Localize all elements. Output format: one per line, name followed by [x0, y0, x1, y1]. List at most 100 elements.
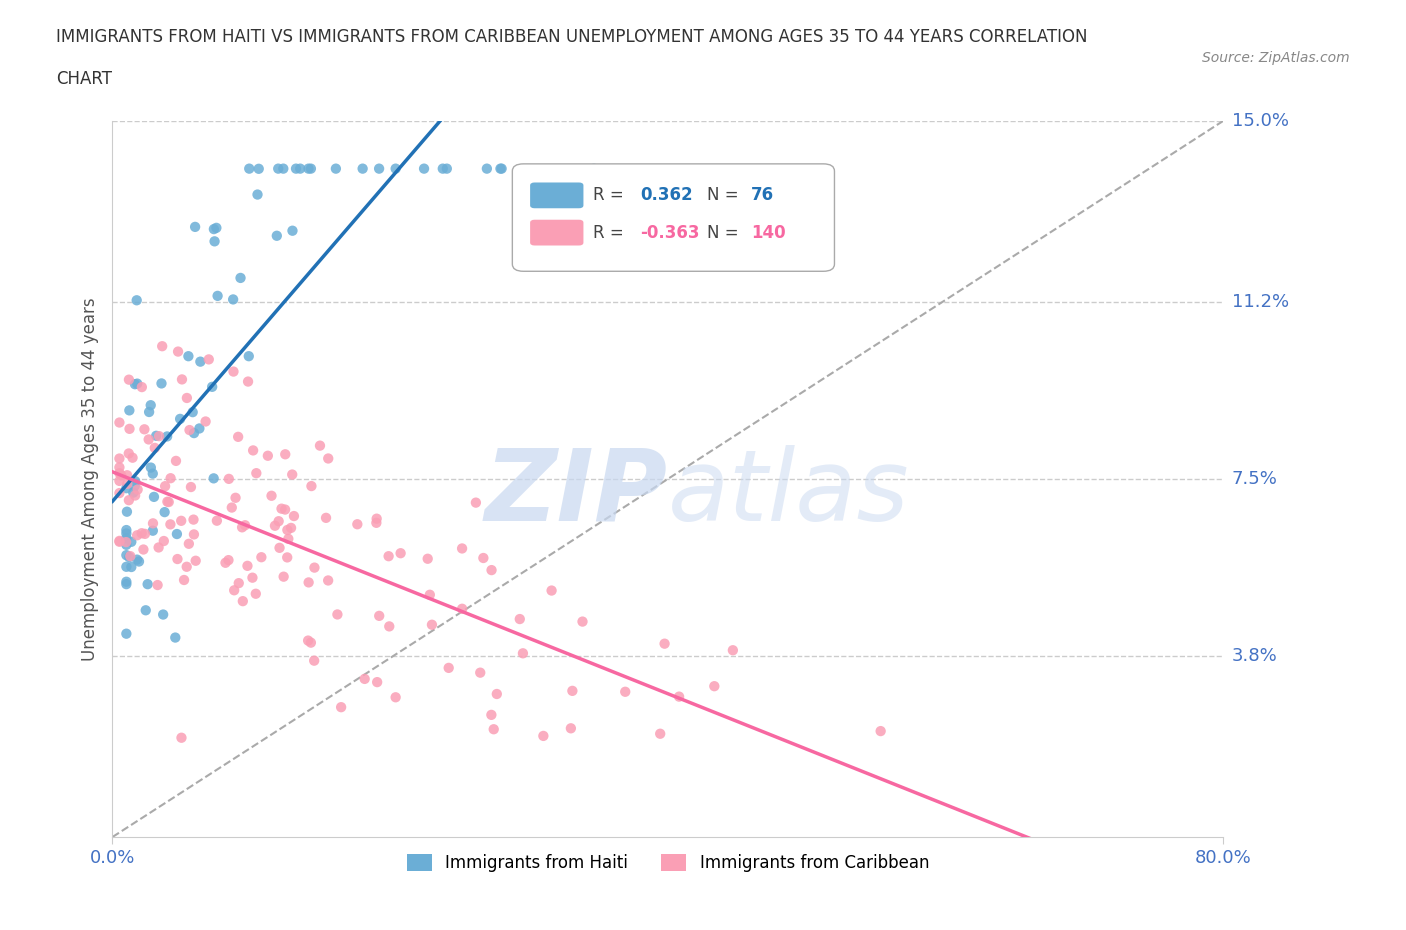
Point [224, 583, 246, 598]
Point [366, 512, 388, 526]
Point [120, 549, 142, 564]
Point [316, 451, 339, 466]
Point [177, 537, 200, 551]
Point [166, 551, 188, 566]
Text: -0.363: -0.363 [640, 223, 700, 242]
Text: ZIP: ZIP [485, 445, 668, 542]
Point [326, 607, 349, 622]
Point [118, 372, 141, 387]
Point [479, 708, 502, 723]
Point [540, 583, 562, 598]
Point [197, 352, 219, 366]
Point [122, 485, 145, 500]
Point [721, 643, 744, 658]
Point [267, 161, 290, 176]
Point [368, 608, 391, 623]
FancyBboxPatch shape [530, 182, 583, 208]
Point [416, 551, 439, 566]
Point [233, 518, 256, 533]
Point [120, 535, 142, 550]
Point [271, 161, 294, 176]
Point [124, 377, 146, 392]
Point [115, 575, 138, 590]
Point [170, 513, 193, 528]
Point [143, 441, 166, 456]
Point [177, 349, 200, 364]
Text: CHART: CHART [56, 70, 112, 87]
Point [108, 451, 131, 466]
Point [125, 293, 148, 308]
Text: 7.5%: 7.5% [1232, 470, 1278, 488]
Point [108, 473, 131, 488]
Point [165, 631, 187, 645]
Point [264, 518, 287, 533]
Point [482, 722, 505, 737]
Point [222, 292, 245, 307]
Point [419, 588, 441, 603]
Point [366, 515, 388, 530]
Point [222, 365, 245, 379]
Point [260, 488, 283, 503]
Point [139, 460, 162, 475]
Point [169, 411, 191, 426]
Point [377, 549, 399, 564]
Point [159, 471, 181, 485]
Point [121, 450, 143, 465]
Point [560, 721, 582, 736]
Point [138, 405, 160, 419]
Point [650, 726, 672, 741]
Point [420, 618, 443, 632]
Point [117, 476, 139, 491]
Text: 0.362: 0.362 [640, 186, 693, 205]
Point [571, 614, 593, 629]
Text: 15.0%: 15.0% [1232, 112, 1288, 130]
Point [131, 379, 153, 394]
Point [156, 429, 179, 444]
Point [273, 569, 295, 584]
Point [115, 504, 138, 519]
Point [316, 573, 339, 588]
Point [266, 229, 288, 244]
Point [202, 471, 225, 485]
Point [180, 480, 202, 495]
Point [509, 612, 531, 627]
Y-axis label: Unemployment Among Ages 35 to 44 years: Unemployment Among Ages 35 to 44 years [80, 298, 98, 660]
Point [472, 551, 495, 565]
Point [703, 679, 725, 694]
Point [170, 730, 193, 745]
Point [470, 665, 492, 680]
Point [190, 354, 212, 369]
Point [245, 586, 267, 601]
Point [242, 443, 264, 458]
Point [309, 438, 332, 453]
Point [242, 570, 264, 585]
Point [108, 466, 131, 481]
Point [304, 560, 326, 575]
Point [135, 603, 157, 618]
Point [451, 602, 474, 617]
Point [134, 422, 156, 437]
Point [179, 422, 201, 437]
Point [229, 271, 252, 286]
Point [115, 626, 138, 641]
Point [115, 538, 138, 552]
Point [142, 466, 165, 481]
Point [108, 460, 131, 475]
Point [389, 546, 412, 561]
Point [188, 421, 211, 436]
Point [869, 724, 891, 738]
Point [654, 636, 676, 651]
Point [131, 525, 153, 540]
Point [346, 517, 368, 532]
Point [232, 593, 254, 608]
Point [352, 161, 374, 176]
Point [436, 161, 458, 176]
Point [136, 577, 159, 591]
Text: R =: R = [593, 223, 624, 242]
FancyBboxPatch shape [512, 164, 835, 272]
Point [143, 489, 166, 504]
Point [221, 500, 243, 515]
Point [247, 162, 270, 177]
Point [115, 526, 138, 541]
Point [138, 432, 160, 447]
